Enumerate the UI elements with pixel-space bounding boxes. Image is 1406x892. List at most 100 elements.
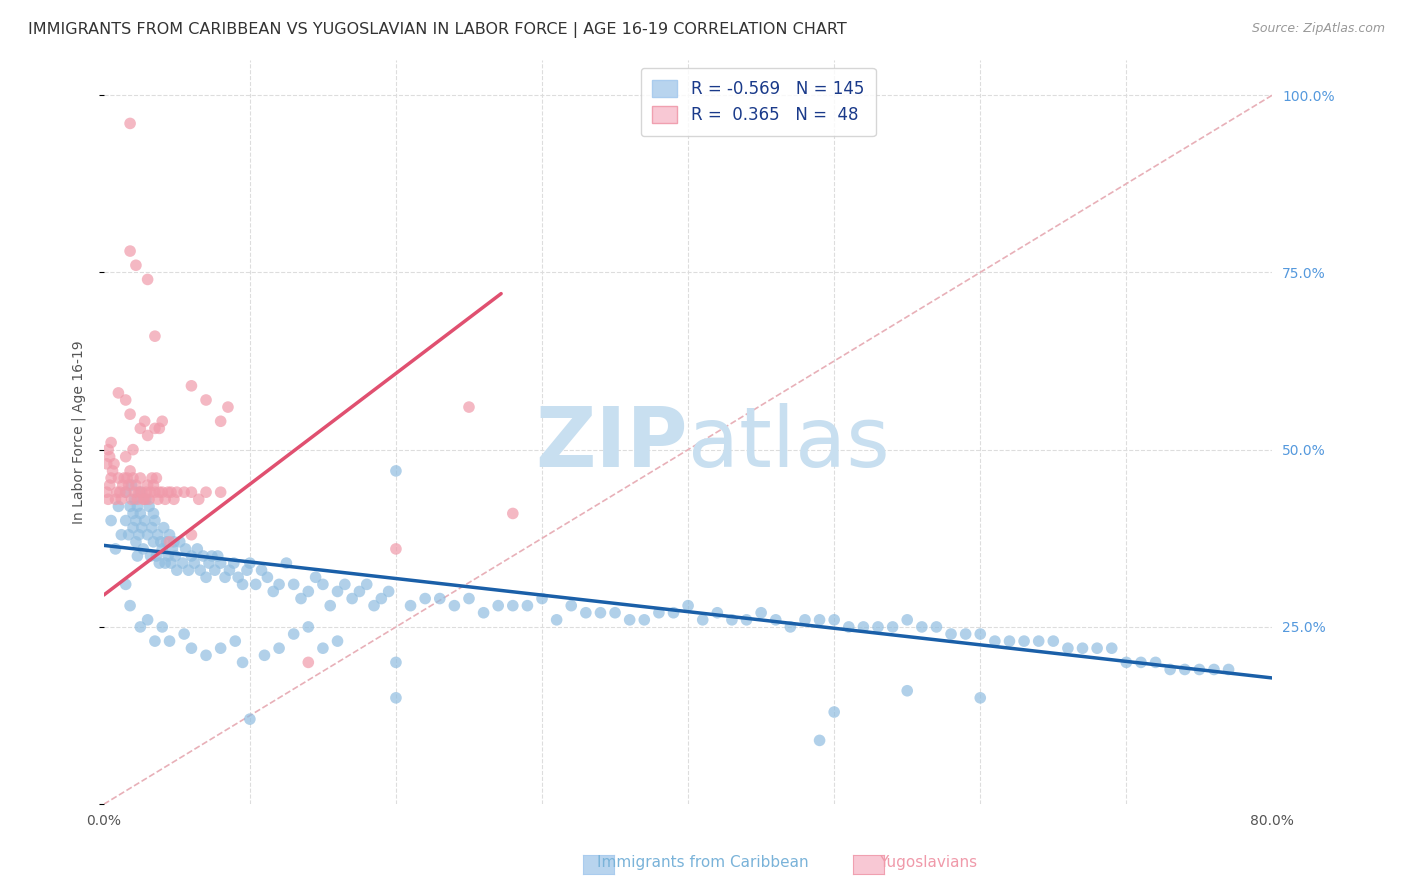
Point: [276, 556, 298, 570]
Point: [619, 613, 641, 627]
Point: [984, 634, 1007, 648]
Point: [458, 400, 481, 414]
Point: [1042, 634, 1064, 648]
Point: [180, 379, 202, 393]
Point: [96, 457, 118, 471]
Point: [1057, 641, 1080, 656]
Point: [134, 414, 156, 428]
Point: [129, 507, 152, 521]
Point: [124, 492, 146, 507]
Point: [385, 464, 408, 478]
Point: [239, 712, 262, 726]
Point: [129, 421, 152, 435]
Point: [111, 478, 134, 492]
Point: [100, 435, 122, 450]
Point: [107, 385, 129, 400]
Point: [195, 392, 218, 407]
Point: [124, 485, 146, 500]
Point: [131, 485, 153, 500]
Point: [142, 534, 165, 549]
Point: [180, 485, 202, 500]
Point: [115, 471, 138, 485]
Point: [121, 478, 143, 492]
Legend: R = -0.569   N = 145, R =  0.365   N =  48: R = -0.569 N = 145, R = 0.365 N = 48: [641, 68, 876, 136]
Point: [207, 549, 229, 563]
Point: [120, 464, 142, 478]
Point: [120, 407, 142, 421]
Point: [998, 634, 1021, 648]
Point: [955, 627, 977, 641]
Point: [143, 485, 166, 500]
Text: ZIP: ZIP: [536, 402, 688, 483]
Point: [1159, 663, 1181, 677]
Point: [139, 485, 162, 500]
Point: [911, 620, 934, 634]
Point: [502, 507, 524, 521]
Point: [143, 329, 166, 343]
Point: [129, 471, 152, 485]
Point: [150, 620, 173, 634]
Point: [155, 534, 177, 549]
Point: [180, 549, 202, 563]
Point: [122, 442, 145, 457]
Point: [166, 485, 188, 500]
Point: [125, 514, 148, 528]
Point: [121, 492, 143, 507]
Point: [97, 442, 120, 457]
Point: [1218, 663, 1240, 677]
Point: [1071, 641, 1094, 656]
Point: [429, 591, 451, 606]
Point: [100, 514, 122, 528]
Point: [676, 599, 699, 613]
Point: [163, 534, 186, 549]
Point: [1115, 656, 1137, 670]
Point: [377, 584, 399, 599]
Point: [283, 577, 305, 591]
Point: [105, 485, 128, 500]
Point: [103, 457, 125, 471]
Point: [110, 527, 132, 541]
Point: [267, 577, 290, 591]
Point: [149, 534, 172, 549]
Point: [312, 577, 335, 591]
Text: Immigrants from Caribbean: Immigrants from Caribbean: [598, 855, 808, 870]
Point: [779, 620, 801, 634]
Point: [136, 428, 159, 442]
Point: [253, 648, 276, 663]
Point: [648, 606, 671, 620]
Point: [304, 570, 326, 584]
Point: [882, 620, 904, 634]
Text: IMMIGRANTS FROM CARIBBEAN VS YUGOSLAVIAN IN LABOR FORCE | AGE 16-19 CORRELATION : IMMIGRANTS FROM CARIBBEAN VS YUGOSLAVIAN…: [28, 22, 846, 38]
Point: [146, 527, 169, 541]
Point: [312, 641, 335, 656]
Point: [114, 514, 136, 528]
Point: [128, 527, 150, 541]
Point: [153, 556, 176, 570]
Point: [157, 485, 180, 500]
Point: [114, 577, 136, 591]
Point: [969, 690, 991, 705]
Point: [117, 527, 139, 541]
Point: [1174, 663, 1197, 677]
Point: [232, 656, 254, 670]
Point: [969, 627, 991, 641]
Point: [575, 606, 598, 620]
Y-axis label: In Labor Force | Age 16-19: In Labor Force | Age 16-19: [72, 340, 86, 524]
Point: [142, 478, 165, 492]
Point: [120, 244, 142, 258]
Point: [326, 584, 349, 599]
Point: [209, 414, 232, 428]
Point: [174, 541, 197, 556]
Point: [866, 620, 889, 634]
Point: [125, 534, 148, 549]
Point: [114, 450, 136, 464]
Point: [765, 613, 787, 627]
Point: [209, 556, 232, 570]
Point: [100, 471, 122, 485]
Point: [516, 599, 538, 613]
Point: [1188, 663, 1211, 677]
Point: [177, 563, 200, 577]
Point: [107, 471, 129, 485]
Point: [122, 507, 145, 521]
Point: [721, 613, 744, 627]
